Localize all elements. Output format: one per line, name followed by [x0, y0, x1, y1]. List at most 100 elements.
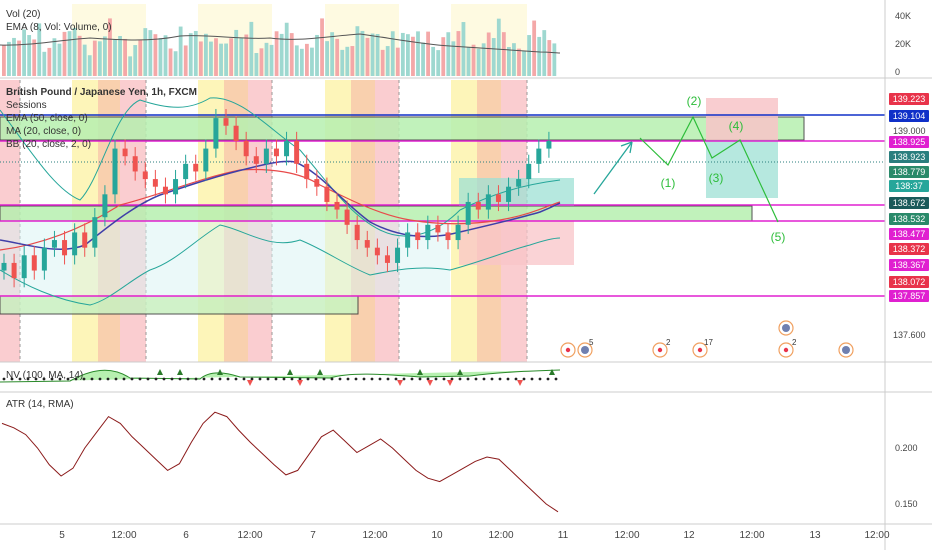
oscillator-dot	[338, 377, 342, 381]
buy-marker	[317, 369, 323, 375]
volume-bar	[118, 36, 122, 76]
indicator-ma[interactable]: MA (20, close, 0)	[6, 126, 82, 137]
short-position-target[interactable]	[706, 140, 778, 198]
volume-bar	[360, 30, 365, 76]
volume-bar	[244, 34, 249, 76]
volume-bar	[532, 20, 537, 76]
volume-bar	[113, 39, 117, 76]
volume-bar	[2, 45, 6, 76]
sell-marker	[447, 380, 453, 386]
support-zone-mid[interactable]	[0, 205, 753, 222]
main-legend[interactable]: British Pound / Japanese Yen, 1h, FXCM S…	[6, 86, 197, 151]
long-position-stop[interactable]	[459, 220, 574, 265]
event-markers[interactable]	[560, 320, 854, 358]
candle-body	[82, 232, 88, 248]
candle-body	[475, 201, 481, 210]
volume-bar	[284, 22, 289, 76]
candle-body	[31, 255, 37, 271]
volume-bar	[355, 26, 360, 76]
candle-body	[183, 163, 189, 180]
candlestick-series[interactable]	[1, 108, 552, 288]
candle-body	[223, 118, 229, 126]
oscillator-dot	[354, 377, 358, 381]
time-tick: 12:00	[488, 530, 514, 541]
indicator-bb[interactable]: BB (20, close, 2, 0)	[6, 139, 92, 150]
oscillator-title[interactable]: NV (100, MA, 14)	[6, 370, 84, 381]
candle-body	[445, 232, 451, 241]
sell-marker	[427, 380, 433, 386]
volume-bar	[47, 47, 52, 76]
buy-marker	[417, 369, 423, 375]
candle-body	[1, 262, 7, 271]
symbol-label[interactable]: British Pound / Japanese Yen, 1h, FXCM	[6, 87, 197, 98]
oscillator-dot	[362, 377, 366, 381]
oscillator-dot	[298, 377, 302, 381]
oscillator-dot	[178, 377, 182, 381]
oscillator-dot	[130, 377, 134, 381]
volume-bar	[42, 51, 47, 76]
oscillator-dot	[378, 377, 382, 381]
oscillator-dot	[218, 377, 222, 381]
volume-bar	[385, 46, 390, 76]
oscillator-series	[0, 369, 561, 386]
volume-bar	[92, 40, 97, 76]
volume-bar	[219, 43, 223, 76]
oscillator-dot	[402, 377, 406, 381]
candle-body	[485, 194, 491, 210]
indicator-sessions[interactable]: Sessions	[6, 100, 47, 111]
short-position-stop[interactable]	[706, 98, 778, 140]
price-badge-138367: 138.367	[889, 259, 929, 271]
oscillator-dot	[322, 377, 326, 381]
oscillator-dot	[450, 377, 454, 381]
candle-body	[122, 148, 128, 157]
candle-body	[506, 186, 512, 202]
oscillator-dot	[122, 377, 126, 381]
oscillator-dot	[426, 377, 430, 381]
volume-bar	[214, 38, 218, 76]
price-badge-138779: 138.779	[889, 166, 929, 178]
candle-body	[102, 194, 108, 218]
volume-title: Vol (20)	[6, 9, 41, 20]
volume-bar	[380, 49, 385, 76]
atr-title[interactable]: ATR (14, RMA)	[6, 399, 74, 410]
buy-marker	[217, 369, 223, 375]
volume-bar	[345, 46, 350, 76]
volume-bar	[446, 32, 451, 76]
time-tick: 10	[431, 530, 443, 541]
oscillator-dot	[314, 377, 318, 381]
volume-bar	[451, 41, 456, 76]
oscillator-dot	[274, 377, 278, 381]
volume-bar	[426, 31, 430, 77]
time-tick: 12:00	[864, 530, 890, 541]
volume-bar	[461, 22, 466, 76]
resistance-zone-top[interactable]	[0, 116, 805, 141]
volume-bar	[229, 38, 234, 76]
candle-body	[364, 240, 370, 248]
oscillator-dot	[250, 377, 254, 381]
volume-bar	[289, 33, 294, 76]
price-badge-138072: 138.072	[889, 276, 929, 288]
support-zone-low[interactable]	[0, 295, 359, 315]
wave-forecast-path[interactable]	[639, 115, 779, 223]
volume-bar	[335, 38, 340, 76]
time-tick: 11	[557, 530, 569, 541]
volume-bar	[249, 21, 254, 76]
candle-body	[233, 125, 239, 141]
volume-bar	[406, 34, 410, 76]
forecast-arrow[interactable]	[593, 141, 633, 195]
volume-bar	[279, 33, 284, 76]
volume-bar	[340, 49, 345, 76]
oscillator-dot	[514, 377, 518, 381]
indicator-ema[interactable]: EMA (50, close, 0)	[6, 113, 88, 124]
oscillator-dot	[554, 377, 558, 381]
time-tick: 12:00	[237, 530, 263, 541]
volume-bar	[128, 56, 133, 76]
volume-bar	[320, 18, 324, 76]
volume-legend: Vol (20) EMA (8, Vol: Volume, 0)	[6, 8, 112, 34]
oscillator-dot	[114, 377, 118, 381]
candle-body	[304, 163, 310, 180]
oscillator-dot	[522, 377, 526, 381]
oscillator-dot	[202, 377, 206, 381]
volume-bar	[299, 48, 304, 76]
